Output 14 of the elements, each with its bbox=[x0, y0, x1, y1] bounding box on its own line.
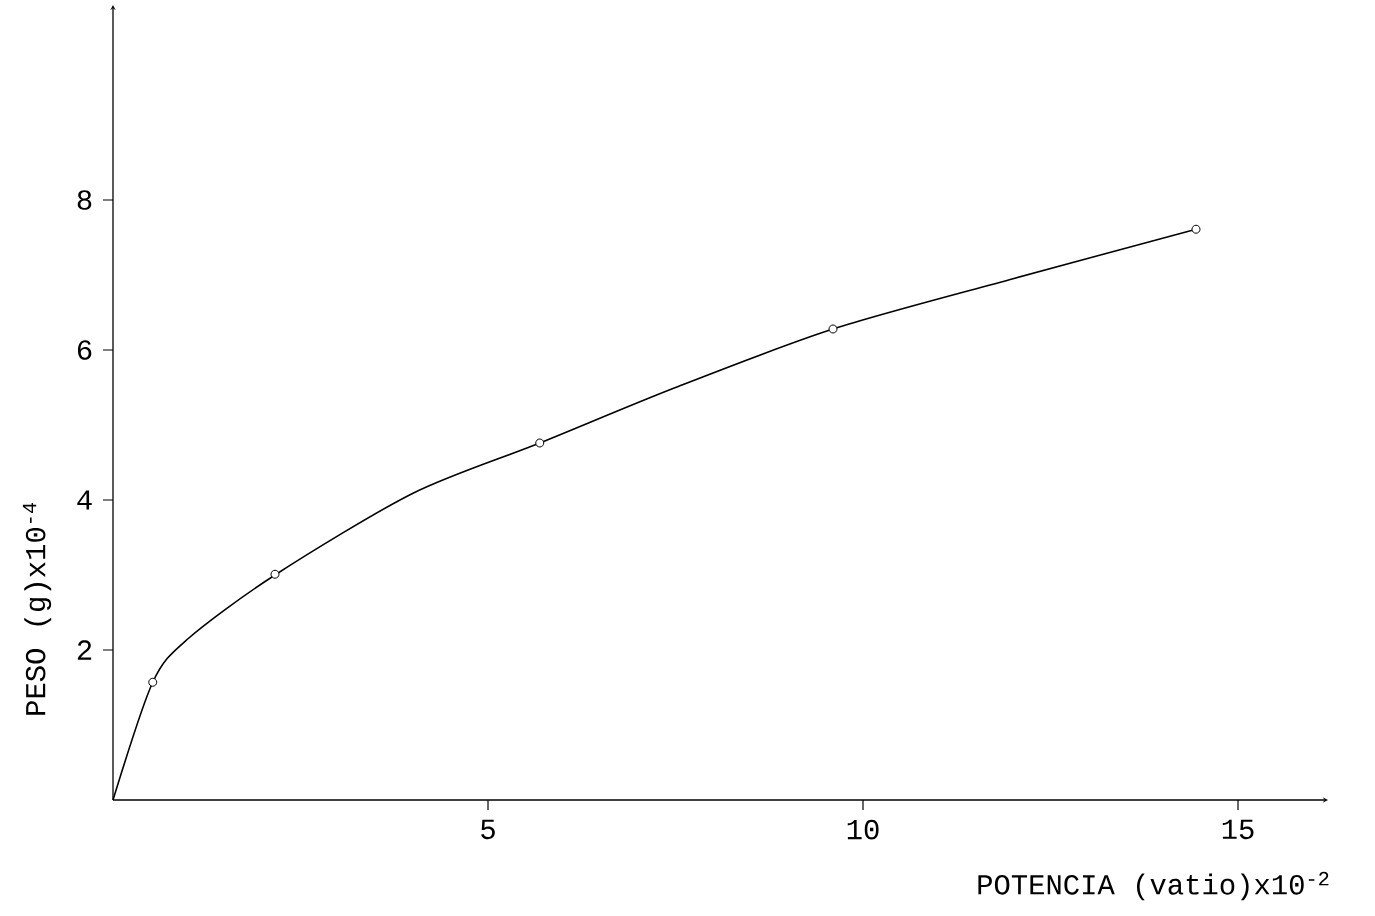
y-tick-label: 2 bbox=[77, 640, 92, 660]
point bbox=[148, 677, 158, 687]
x-tick-label: 10 bbox=[847, 819, 879, 840]
point bbox=[270, 569, 280, 579]
point bbox=[828, 324, 838, 334]
x-tick-label: 5 bbox=[481, 819, 495, 840]
point bbox=[1191, 224, 1201, 234]
y-tick-label: 4 bbox=[77, 490, 92, 510]
y-tick-label: 6 bbox=[77, 340, 92, 360]
x-tick-label: 15 bbox=[1222, 819, 1254, 840]
x-axis-title: POTENCIA (vatio)x10$^{-2}$ bbox=[978, 871, 1329, 901]
y-axis-title: PESO (g)x10$^{-4}$ bbox=[22, 502, 52, 715]
point bbox=[535, 438, 545, 448]
y-tick-label: 8 bbox=[77, 190, 92, 210]
